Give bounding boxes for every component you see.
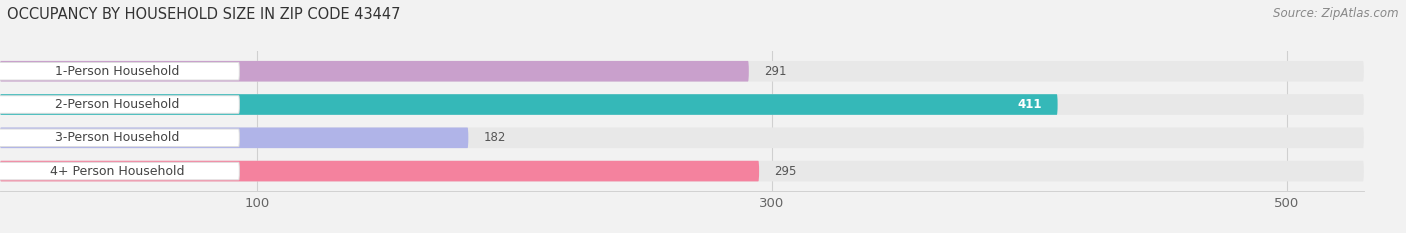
Text: 291: 291: [765, 65, 787, 78]
FancyBboxPatch shape: [0, 94, 1364, 115]
FancyBboxPatch shape: [0, 161, 1364, 182]
Text: 295: 295: [775, 164, 797, 178]
FancyBboxPatch shape: [0, 62, 239, 80]
FancyBboxPatch shape: [0, 127, 1364, 148]
FancyBboxPatch shape: [0, 129, 239, 147]
FancyBboxPatch shape: [0, 94, 1057, 115]
FancyBboxPatch shape: [0, 61, 749, 82]
Text: 2-Person Household: 2-Person Household: [55, 98, 180, 111]
Text: Source: ZipAtlas.com: Source: ZipAtlas.com: [1274, 7, 1399, 20]
Text: 411: 411: [1018, 98, 1042, 111]
Text: OCCUPANCY BY HOUSEHOLD SIZE IN ZIP CODE 43447: OCCUPANCY BY HOUSEHOLD SIZE IN ZIP CODE …: [7, 7, 401, 22]
Text: 182: 182: [484, 131, 506, 144]
FancyBboxPatch shape: [0, 161, 759, 182]
FancyBboxPatch shape: [0, 127, 468, 148]
FancyBboxPatch shape: [0, 61, 1364, 82]
Text: 4+ Person Household: 4+ Person Household: [49, 164, 184, 178]
FancyBboxPatch shape: [0, 162, 239, 180]
FancyBboxPatch shape: [0, 96, 239, 113]
Text: 3-Person Household: 3-Person Household: [55, 131, 180, 144]
Text: 1-Person Household: 1-Person Household: [55, 65, 180, 78]
